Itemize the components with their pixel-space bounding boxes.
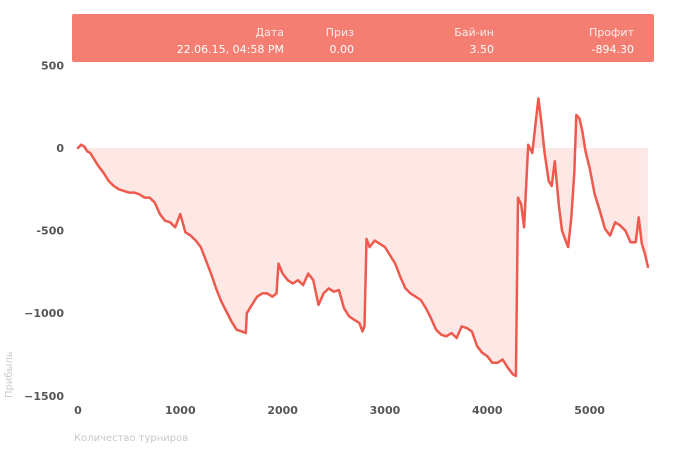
x-tick-label: 3000 bbox=[370, 404, 401, 417]
x-tick-label: 2000 bbox=[267, 404, 298, 417]
y-tick-label: −1500 bbox=[24, 390, 64, 403]
series-line bbox=[76, 97, 650, 378]
tooltip-header-profit: Профит bbox=[589, 26, 634, 39]
data-tooltip: Дата 22.06.15, 04:58 PM Приз 0.00 Бай-ин… bbox=[72, 14, 654, 62]
y-tick-label: −1000 bbox=[24, 307, 64, 320]
tooltip-header-buyin: Бай-ин bbox=[454, 26, 494, 39]
tooltip-value-date: 22.06.15, 04:58 PM bbox=[176, 43, 284, 56]
x-tick-label: 0 bbox=[74, 404, 82, 417]
x-tick-label: 4000 bbox=[472, 404, 503, 417]
tooltip-header-prize: Приз bbox=[325, 26, 354, 39]
tooltip-value-profit: -894.30 bbox=[591, 43, 634, 56]
x-tick-label: 1000 bbox=[165, 404, 196, 417]
tooltip-value-buyin: 3.50 bbox=[469, 43, 495, 56]
y-tick-label: -500 bbox=[36, 225, 64, 238]
x-tick-label: 5000 bbox=[574, 404, 605, 417]
tooltip-header-date: Дата bbox=[255, 26, 284, 39]
x-axis-title: Количество турниров bbox=[74, 433, 189, 444]
tooltip-value-prize: 0.00 bbox=[329, 43, 355, 56]
y-axis-title: Прибыль bbox=[4, 351, 15, 398]
series-area bbox=[78, 98, 648, 377]
y-tick-label: 500 bbox=[41, 59, 64, 72]
y-tick-label: 0 bbox=[56, 142, 64, 155]
